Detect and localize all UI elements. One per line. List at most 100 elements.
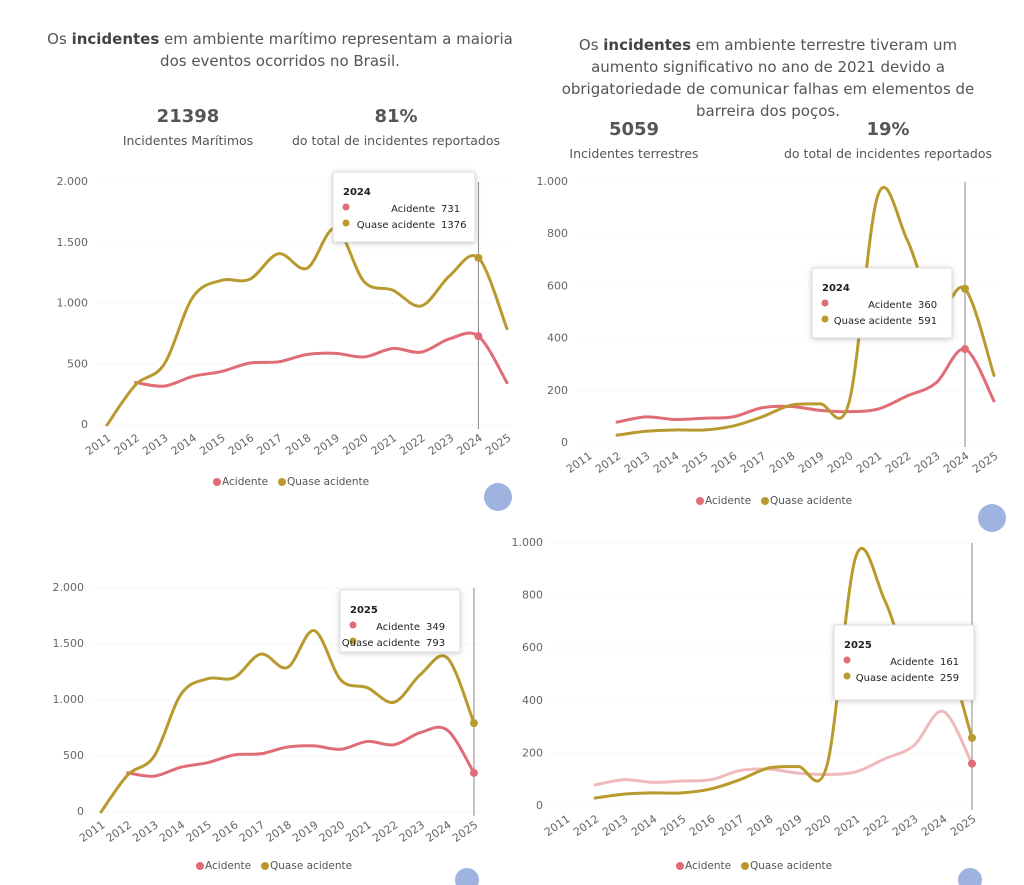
series-line — [134, 331, 509, 388]
tooltip-value: 259 — [940, 673, 959, 684]
hover-point — [469, 719, 478, 728]
x-tick-label: 2018 — [767, 449, 797, 476]
legend-label: Quase acidente — [750, 860, 832, 872]
legend-label: Acidente — [205, 860, 251, 872]
x-tick-label: 2024 — [919, 812, 949, 839]
x-tick-label: 2011 — [542, 812, 572, 839]
hover-point — [474, 332, 483, 341]
x-tick-label: 2018 — [264, 818, 294, 845]
x-tick-label: 2013 — [600, 812, 630, 839]
tooltip-value: 591 — [918, 316, 937, 327]
x-tick-label: 2025 — [948, 812, 978, 839]
hover-point — [961, 345, 969, 354]
kpi: 19% do total de incidentes reportados — [783, 119, 993, 161]
hover-point — [474, 253, 483, 262]
series-line — [99, 629, 476, 814]
y-tick-label: 400 — [547, 332, 568, 345]
tooltip-name: Acidente — [890, 657, 934, 668]
x-tick-label: 2021 — [832, 812, 862, 839]
badge[interactable] — [978, 504, 1006, 532]
x-tick-label: 2012 — [571, 812, 601, 839]
x-tick-label: 2021 — [854, 449, 884, 476]
x-tick-label: 2021 — [369, 431, 399, 458]
tooltip-dot — [349, 621, 357, 629]
tooltip-title: 2024 — [343, 187, 371, 198]
legend-label: Quase acidente — [270, 860, 352, 872]
tooltip-name: Acidente — [391, 204, 435, 215]
x-tick-label: 2023 — [890, 812, 920, 839]
x-tick-label: 2014 — [157, 818, 187, 845]
x-tick-label: 2019 — [290, 818, 320, 845]
legend-dot — [676, 862, 684, 870]
x-tick-label: 2020 — [803, 812, 833, 839]
y-tick-label: 1.500 — [53, 637, 85, 650]
tooltip-dot — [821, 299, 829, 307]
x-tick-label: 2012 — [104, 818, 134, 845]
tooltip-name: Acidente — [868, 300, 912, 311]
x-tick-label: 2017 — [738, 449, 768, 476]
tooltip — [833, 624, 975, 701]
tooltip-dot — [843, 656, 851, 664]
series-line — [126, 725, 476, 778]
y-tick-label: 0 — [536, 799, 543, 812]
x-tick-label: 2020 — [317, 818, 347, 845]
y-tick-label: 600 — [547, 279, 568, 292]
x-tick-label: 2020 — [825, 449, 855, 476]
x-tick-label: 2016 — [709, 449, 739, 476]
hover-point — [469, 768, 478, 777]
tooltip-value: 731 — [441, 204, 460, 215]
badge[interactable] — [484, 483, 512, 511]
tooltip-value: 360 — [918, 300, 937, 311]
x-tick-label: 2024 — [454, 431, 484, 458]
x-tick-label: 2013 — [622, 449, 652, 476]
y-tick-label: 800 — [547, 227, 568, 240]
hover-point — [968, 759, 976, 768]
x-tick-label: 2014 — [629, 812, 659, 839]
x-tick-label: 2022 — [370, 818, 400, 845]
tooltip-dot — [342, 203, 350, 211]
y-tick-label: 1.000 — [537, 175, 569, 188]
y-tick-label: 0 — [81, 418, 88, 431]
x-tick-label: 2024 — [941, 449, 971, 476]
y-tick-label: 1.000 — [53, 693, 85, 706]
x-tick-label: 2018 — [283, 431, 313, 458]
x-tick-label: 2022 — [397, 431, 427, 458]
x-tick-label: 2022 — [883, 449, 913, 476]
series-line — [615, 347, 996, 424]
series-line — [593, 709, 974, 787]
tooltip-dot — [843, 672, 851, 680]
y-tick-label: 1.500 — [57, 236, 89, 249]
x-tick-label: 2014 — [169, 431, 199, 458]
y-tick-label: 1.000 — [512, 536, 544, 549]
legend-dot — [741, 862, 749, 870]
x-tick-label: 2016 — [210, 818, 240, 845]
legend-dot — [213, 478, 221, 486]
header: Os incidentes em ambiente marítimo repre… — [47, 30, 513, 70]
tooltip-name: Acidente — [376, 622, 420, 633]
badge[interactable] — [958, 868, 982, 885]
x-tick-label: 2011 — [83, 431, 113, 458]
x-tick-label: 2013 — [140, 431, 170, 458]
x-tick-label: 2025 — [970, 449, 1000, 476]
y-tick-label: 600 — [522, 641, 543, 654]
tooltip — [332, 171, 476, 243]
y-tick-label: 200 — [547, 384, 568, 397]
badge[interactable] — [455, 868, 479, 885]
y-tick-label: 2.000 — [53, 581, 85, 594]
tooltip-value: 1376 — [441, 220, 466, 231]
x-tick-label: 2023 — [912, 449, 942, 476]
x-tick-label: 2015 — [658, 812, 688, 839]
tooltip-value: 349 — [426, 622, 445, 633]
legend-dot — [278, 478, 286, 486]
tooltip-value: 161 — [940, 657, 959, 668]
x-tick-label: 2015 — [197, 431, 227, 458]
tooltip-name: Quase acidente — [357, 220, 435, 231]
x-tick-label: 2023 — [397, 818, 427, 845]
x-tick-label: 2016 — [687, 812, 717, 839]
x-tick-label: 2018 — [745, 812, 775, 839]
series-line — [105, 226, 509, 427]
legend-label: Acidente — [222, 476, 268, 488]
x-tick-label: 2019 — [796, 449, 826, 476]
kpi: 81% do total de incidentes reportados — [291, 106, 501, 148]
